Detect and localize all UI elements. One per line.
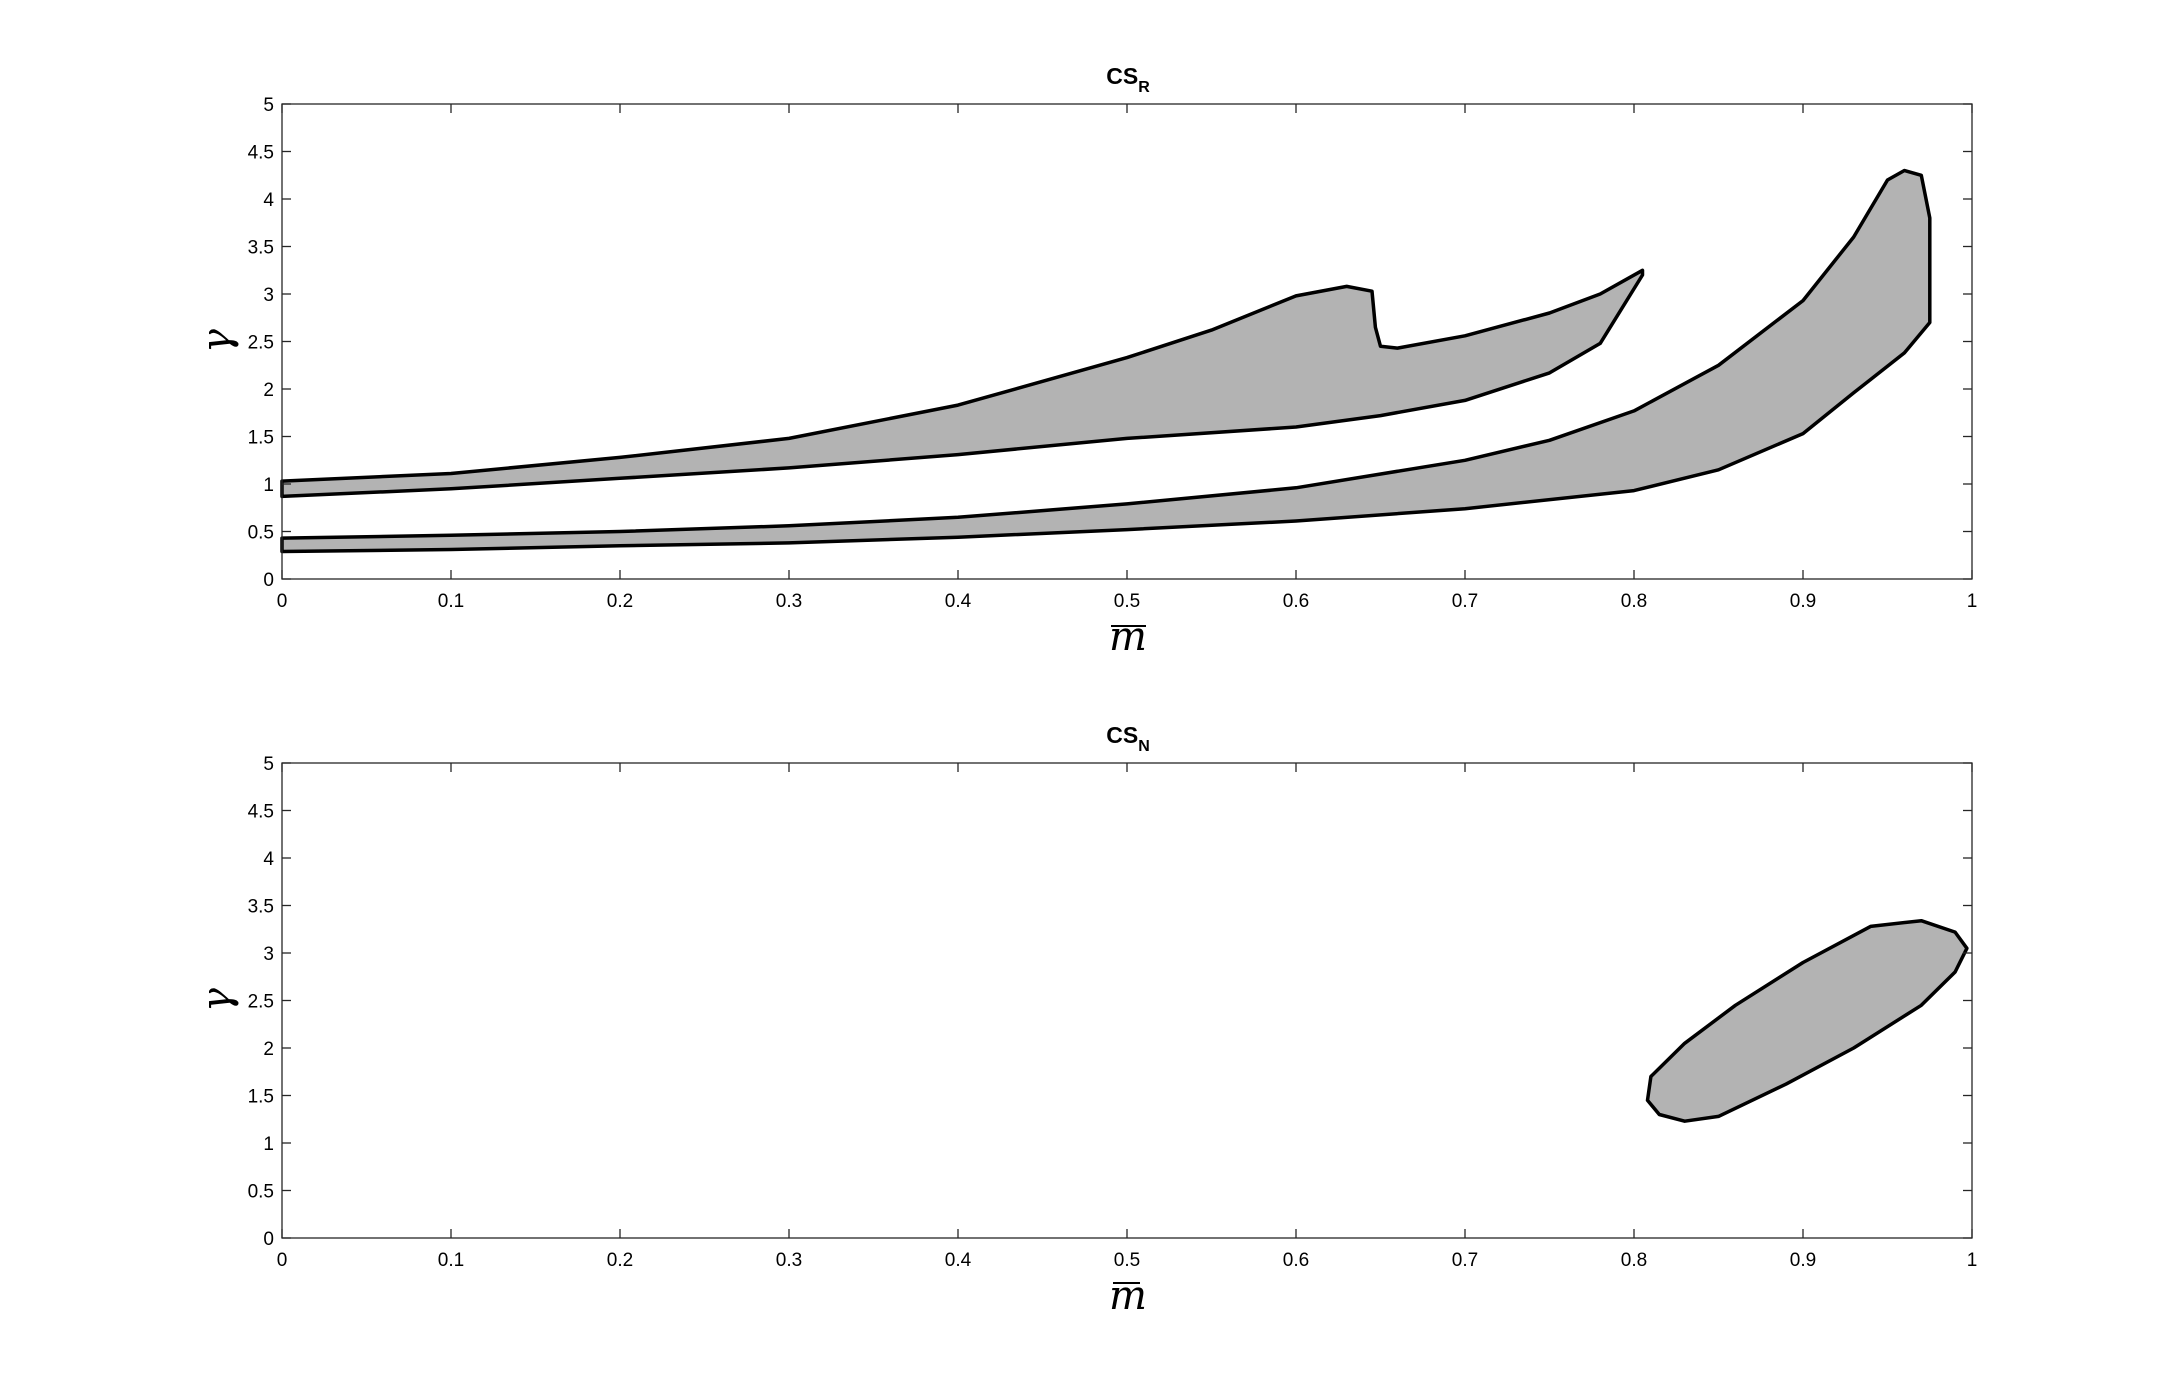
x-tick-label: 1: [1967, 591, 1978, 612]
y-tick-label: 1.5: [248, 428, 274, 449]
x-tick-label: 0.9: [1790, 1250, 1816, 1271]
ticks: 0 0.1 0.2 0.3 0.4 0.5 0.6 0.7 0.8 0.9 1 0 0.5 1 1.5 2 2.…: [248, 95, 1978, 612]
y-tick-label: 2: [263, 380, 274, 401]
x-tick-label: 1: [1967, 1250, 1978, 1271]
y-tick-label: 3: [263, 944, 274, 965]
y-tick-label: 1: [263, 475, 274, 496]
y-tick-label: 2: [263, 1039, 274, 1060]
panel-cs-n: CSN 0 0.1 0.2 0.3 0.4 0.5 0.6 0.7 0.8 0.9 1 0 0.5 1 1.…: [194, 722, 1977, 1319]
x-tick-label: 0.4: [945, 1250, 972, 1271]
y-tick-label: 4: [263, 849, 274, 870]
x-tick-label: 0.3: [776, 1250, 802, 1271]
region-2: [280, 168, 1932, 554]
x-tick-label: 0.5: [1114, 1250, 1140, 1271]
y-tick-label: 0: [263, 1229, 274, 1250]
y-tick-label: 4.5: [248, 143, 274, 164]
x-tick-label: 0.3: [776, 591, 802, 612]
y-tick-label: 2.5: [248, 333, 274, 354]
y-axis-label: γ: [194, 988, 240, 1012]
x-tick-label: 0.4: [945, 591, 972, 612]
y-tick-label: 1.5: [248, 1087, 274, 1108]
y-tick-label: 5: [263, 754, 274, 775]
y-tick-label: 2.5: [248, 992, 274, 1013]
x-tick-label: 0.5: [1114, 591, 1140, 612]
x-tick-label: 0.8: [1621, 1250, 1647, 1271]
x-tick-label: 0.6: [1283, 1250, 1309, 1271]
regions: [280, 168, 1932, 554]
x-tick-label: 0.8: [1621, 591, 1647, 612]
x-axis-label: m: [1109, 614, 1147, 660]
x-tick-label: 0: [277, 591, 288, 612]
y-tick-label: 0: [263, 570, 274, 591]
y-tick-label: 1: [263, 1134, 274, 1155]
panel-title: CSR: [1106, 63, 1150, 96]
x-tick-label: 0.1: [438, 591, 464, 612]
y-tick-label: 3.5: [248, 897, 274, 918]
title-subscript: N: [1138, 738, 1150, 755]
region-1: [280, 268, 1645, 499]
x-axis-label: m: [1109, 1273, 1147, 1319]
title-main: CS: [1106, 722, 1138, 748]
title-subscript: R: [1138, 79, 1150, 96]
y-tick-label: 3.5: [248, 238, 274, 259]
x-tick-label: 0.1: [438, 1250, 464, 1271]
x-tick-label: 0.6: [1283, 591, 1309, 612]
panel-title: CSN: [1106, 722, 1150, 755]
y-tick-label: 0.5: [248, 1182, 274, 1203]
x-tick-label: 0: [277, 1250, 288, 1271]
y-axis-label: γ: [194, 329, 240, 353]
x-tick-label: 0.2: [607, 591, 633, 612]
region-1: [1645, 918, 1969, 1123]
regions: [1645, 918, 1969, 1123]
y-tick-label: 5: [263, 95, 274, 116]
x-tick-label: 0.7: [1452, 1250, 1478, 1271]
x-tick-label: 0.9: [1790, 591, 1816, 612]
ticks: 0 0.1 0.2 0.3 0.4 0.5 0.6 0.7 0.8 0.9 1 0 0.5 1 1.5 2 2.…: [248, 754, 1978, 1271]
plot-frame: [281, 762, 1973, 1239]
title-main: CS: [1106, 63, 1138, 89]
x-tick-label: 0.2: [607, 1250, 633, 1271]
panel-cs-r: CSR 0 0.1 0.2 0.3 0.4 0.5 0.6 0.7 0.8 0.9 1 0 0.5 1 1.…: [194, 63, 1977, 660]
y-tick-label: 4: [263, 190, 274, 211]
y-tick-label: 3: [263, 285, 274, 306]
x-tick-label: 0.7: [1452, 591, 1478, 612]
y-tick-label: 4.5: [248, 802, 274, 823]
y-tick-label: 0.5: [248, 523, 274, 544]
